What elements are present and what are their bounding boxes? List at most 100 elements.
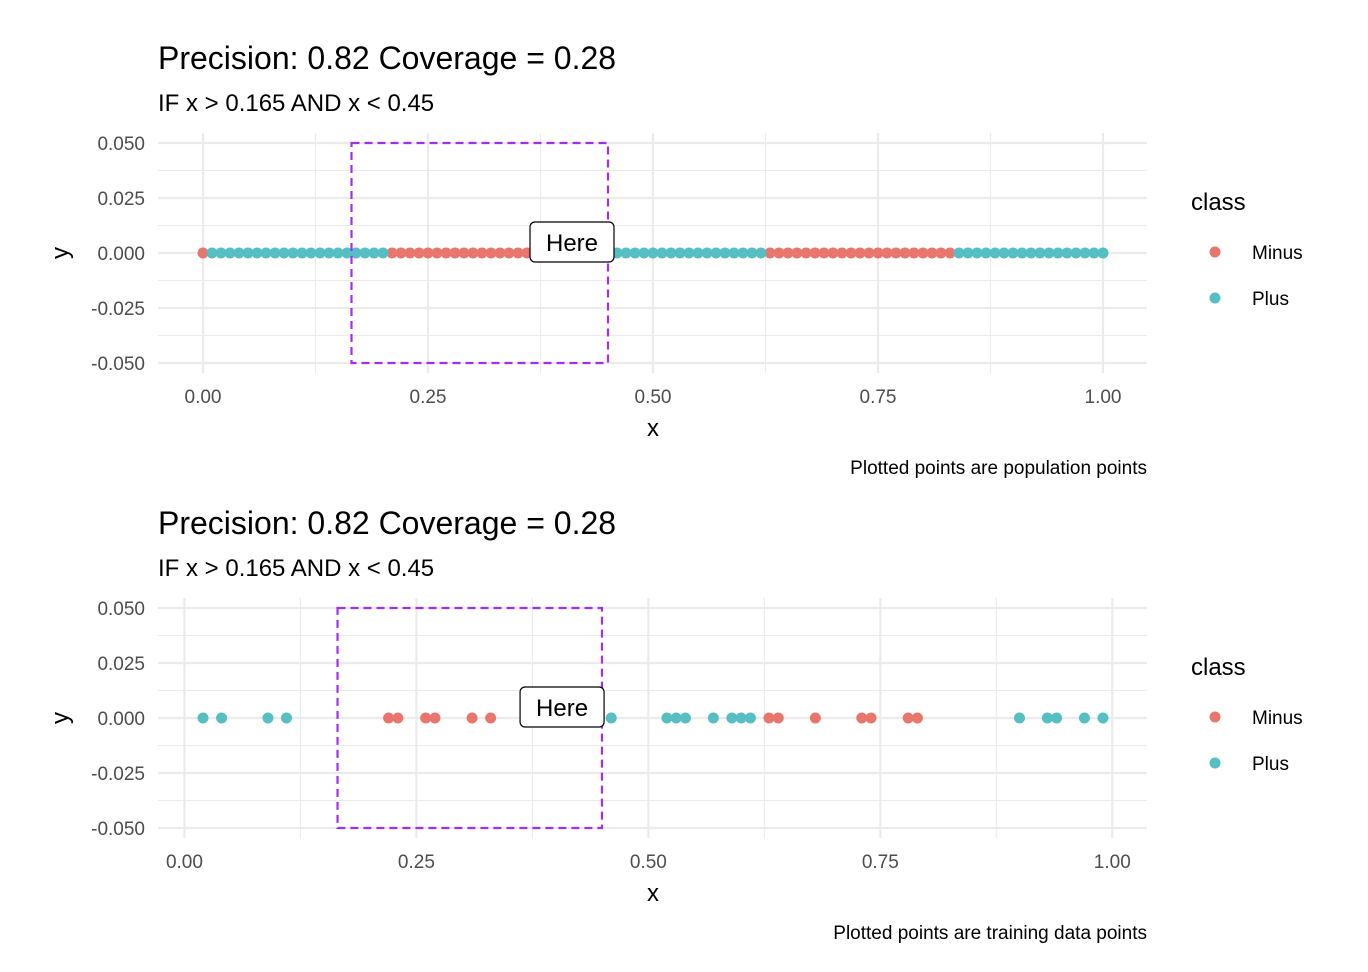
point-plus: [726, 712, 738, 724]
point-plus: [233, 247, 245, 259]
point-plus: [707, 712, 719, 724]
point-minus: [902, 712, 914, 724]
y-tick-label: -0.025: [91, 299, 145, 320]
point-minus: [917, 247, 929, 259]
legend-label-plus: Plus: [1252, 289, 1289, 310]
point-minus: [899, 247, 911, 259]
point-minus: [395, 247, 407, 259]
point-plus: [665, 247, 677, 259]
point-plus: [971, 247, 983, 259]
panel-title: Precision: 0.82 Coverage = 0.28: [158, 40, 616, 76]
legend-key-minus: [1209, 246, 1221, 258]
point-plus: [197, 712, 209, 724]
legend-label-plus: Plus: [1252, 754, 1289, 775]
point-minus: [458, 247, 470, 259]
point-minus: [911, 712, 923, 724]
point-minus: [485, 712, 497, 724]
point-plus: [1061, 247, 1073, 259]
point-minus: [386, 247, 398, 259]
x-axis-label: x: [647, 880, 659, 907]
point-minus: [908, 247, 920, 259]
point-plus: [314, 247, 326, 259]
point-plus: [287, 247, 299, 259]
y-tick-label: 0.050: [97, 599, 145, 620]
point-minus: [863, 247, 875, 259]
point-plus: [1078, 712, 1090, 724]
point-minus: [512, 247, 524, 259]
point-minus: [467, 247, 479, 259]
grid-lines: [158, 598, 1147, 838]
x-tick-label: 1.00: [1094, 852, 1131, 873]
x-tick-label: 1.00: [1085, 387, 1122, 408]
point-plus: [1041, 712, 1053, 724]
point-minus: [800, 247, 812, 259]
point-minus: [865, 712, 877, 724]
x-tick-label: 0.25: [410, 387, 447, 408]
point-plus: [269, 247, 281, 259]
point-plus: [605, 712, 617, 724]
point-plus: [629, 247, 641, 259]
point-plus: [1051, 712, 1063, 724]
point-plus: [332, 247, 344, 259]
point-minus: [503, 247, 515, 259]
legend-key-plus: [1209, 757, 1221, 769]
point-minus: [872, 247, 884, 259]
point-minus: [420, 712, 432, 724]
y-tick-labels: 0.050 0.025 0.000 -0.025 -0.050: [91, 134, 145, 375]
legend-key-plus: [1209, 292, 1221, 304]
point-plus: [281, 712, 293, 724]
population-panel: Precision: 0.82 Coverage = 0.28 IF x > 0…: [47, 40, 1303, 479]
point-plus: [1016, 247, 1028, 259]
point-plus: [737, 247, 749, 259]
point-minus: [440, 247, 452, 259]
here-label-box: [529, 221, 615, 263]
point-plus: [728, 247, 740, 259]
legend-label-minus: Minus: [1252, 243, 1303, 264]
legend-key-minus: [1209, 711, 1221, 723]
point-minus: [422, 247, 434, 259]
point-plus: [755, 247, 767, 259]
point-plus: [744, 712, 756, 724]
point-minus: [392, 712, 404, 724]
point-plus: [647, 247, 659, 259]
point-plus: [1070, 247, 1082, 259]
legend-title: class: [1191, 189, 1246, 216]
point-plus: [215, 247, 227, 259]
legend: class Minus Plus: [1191, 189, 1303, 310]
point-plus: [692, 247, 704, 259]
point-plus: [1088, 247, 1100, 259]
point-plus: [216, 712, 228, 724]
point-plus: [296, 247, 308, 259]
point-plus: [305, 247, 317, 259]
point-plus: [670, 712, 682, 724]
panel-caption: Plotted points are population points: [850, 458, 1147, 479]
y-tick-label: 0.050: [97, 134, 145, 155]
point-minus: [845, 247, 857, 259]
x-tick-labels: 0.00 0.25 0.50 0.75 1.00: [166, 852, 1131, 873]
point-plus: [260, 247, 272, 259]
point-plus: [980, 247, 992, 259]
panel-subtitle: IF x > 0.165 AND x < 0.45: [158, 90, 434, 117]
here-label-text: Here: [536, 695, 588, 722]
y-tick-label: -0.050: [91, 819, 145, 840]
point-plus: [683, 247, 695, 259]
training-panel: Precision: 0.82 Coverage = 0.28 IF x > 0…: [47, 505, 1303, 944]
point-plus: [656, 247, 668, 259]
y-tick-label: 0.000: [97, 709, 145, 730]
point-plus: [206, 247, 218, 259]
point-plus: [746, 247, 758, 259]
point-plus: [953, 247, 965, 259]
x-tick-label: 0.75: [860, 387, 897, 408]
point-plus: [262, 712, 274, 724]
y-tick-label: 0.000: [97, 244, 145, 265]
point-minus: [763, 712, 775, 724]
point-minus: [926, 247, 938, 259]
point-minus: [836, 247, 848, 259]
x-tick-label: 0.50: [635, 387, 672, 408]
point-minus: [383, 712, 395, 724]
data-points: [197, 247, 1109, 259]
point-minus: [449, 247, 461, 259]
point-plus: [1052, 247, 1064, 259]
here-label-text: Here: [546, 230, 598, 257]
